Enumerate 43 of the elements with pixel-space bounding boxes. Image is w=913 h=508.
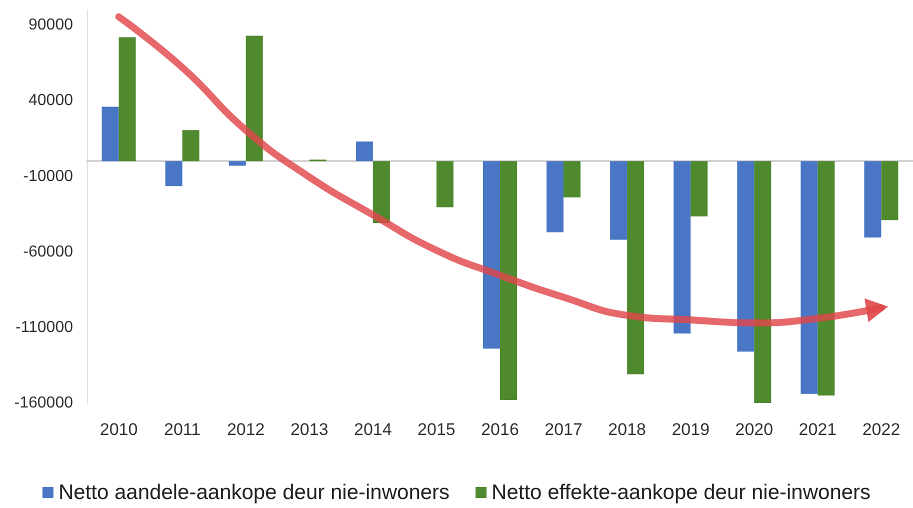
x-tick-label: 2010 [100, 420, 138, 439]
x-tick-label: 2020 [735, 420, 774, 439]
y-tick-label: 40000 [28, 92, 74, 110]
bar [818, 161, 835, 396]
x-tick-label: 2022 [862, 420, 900, 439]
x-tick-label: 2015 [418, 420, 456, 439]
x-tick-label: 2018 [608, 420, 646, 439]
x-tick-label: 2012 [226, 420, 265, 439]
y-tick-label: -10000 [23, 168, 74, 185]
bar [627, 161, 644, 374]
x-tick-label: 2019 [672, 420, 710, 439]
bar [864, 161, 882, 238]
legend-label: Netto effekte-aankope deur nie-inwoners [492, 481, 871, 504]
bar [737, 161, 754, 352]
bar [546, 161, 564, 232]
bar [564, 161, 581, 198]
bar [165, 161, 182, 186]
y-tick-label: -110000 [15, 318, 74, 336]
bar [182, 130, 200, 162]
x-tick-label: 2011 [164, 420, 201, 439]
bar [102, 106, 119, 162]
y-tick-label: -60000 [23, 243, 74, 260]
bar [246, 36, 263, 162]
bar [436, 161, 454, 208]
y-tick-label: -160000 [14, 394, 74, 412]
bar [500, 161, 517, 400]
x-tick-label: 2014 [354, 420, 392, 439]
x-tick-label: 2017 [544, 420, 582, 439]
x-tick-label: 2013 [290, 420, 328, 439]
y-tick-label: 90000 [28, 16, 74, 34]
x-tick-label: 2016 [481, 420, 519, 439]
bar [228, 161, 246, 166]
x-tick-label: 2021 [798, 420, 837, 439]
bar [356, 142, 373, 162]
legend-label: Netto aandele-aankope deur nie-inwoners [58, 481, 450, 504]
bar [690, 161, 708, 216]
bar [881, 161, 898, 220]
bar [800, 161, 818, 394]
bar [754, 161, 772, 403]
bar [483, 161, 500, 349]
bar [674, 161, 691, 334]
bar [118, 37, 136, 162]
bar [610, 161, 628, 240]
